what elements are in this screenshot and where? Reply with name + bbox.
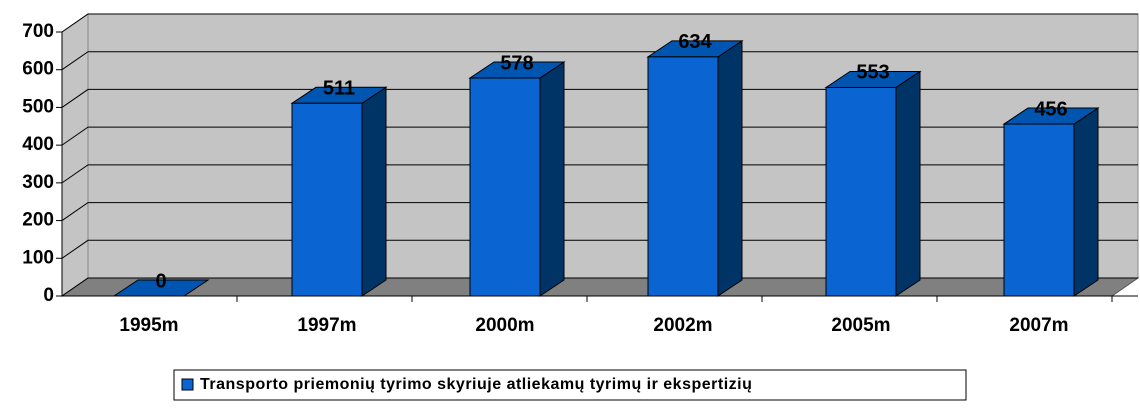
value-label: 456 xyxy=(1034,98,1067,120)
x-tick-label: 2007m xyxy=(1009,315,1068,336)
x-tick-label: 2005m xyxy=(831,315,890,336)
bar xyxy=(1003,123,1075,297)
grid-line xyxy=(61,239,1138,259)
grid-line xyxy=(61,202,1138,221)
legend-swatch xyxy=(181,378,194,391)
bar-side xyxy=(361,86,387,297)
grid-line xyxy=(61,126,1138,146)
y-tick-label: 600 xyxy=(22,59,54,80)
side-wall xyxy=(61,13,89,297)
bar-side xyxy=(1073,107,1099,297)
grid-line xyxy=(61,13,1138,33)
x-tick-label: 1995m xyxy=(119,315,178,336)
back-wall xyxy=(87,13,1139,279)
bar xyxy=(647,56,719,297)
bar-side xyxy=(717,39,743,297)
value-label: 634 xyxy=(678,31,712,53)
x-tick-label: 2002m xyxy=(653,315,712,336)
value-label: 511 xyxy=(323,78,355,100)
legend-label: Transporto priemonių tyrimo skyriuje atl… xyxy=(200,376,752,393)
y-tick-label: 300 xyxy=(22,172,54,193)
bar xyxy=(825,86,897,297)
bar xyxy=(469,77,541,297)
bar-top xyxy=(112,279,210,297)
y-tick-label: 100 xyxy=(22,247,54,268)
x-tick-label: 2000m xyxy=(475,315,534,336)
grid-line xyxy=(61,277,1138,297)
y-tick-label: 500 xyxy=(22,96,54,117)
value-label: 0 xyxy=(155,270,166,292)
y-tick-label: 700 xyxy=(22,21,54,42)
bar xyxy=(291,102,363,297)
grid-line xyxy=(61,88,1138,108)
value-label: 578 xyxy=(500,52,533,74)
value-label: 553 xyxy=(856,62,889,84)
x-tick-label: 1997m xyxy=(297,315,356,336)
y-tick-label: 200 xyxy=(22,210,54,231)
floor xyxy=(60,277,1140,297)
grid-line xyxy=(61,164,1138,184)
grid-line xyxy=(61,51,1138,71)
bar-side xyxy=(895,70,921,297)
y-tick-label: 400 xyxy=(22,134,54,155)
bar-side xyxy=(539,61,565,297)
legend-box xyxy=(173,369,967,401)
y-tick-label: 0 xyxy=(43,285,54,306)
